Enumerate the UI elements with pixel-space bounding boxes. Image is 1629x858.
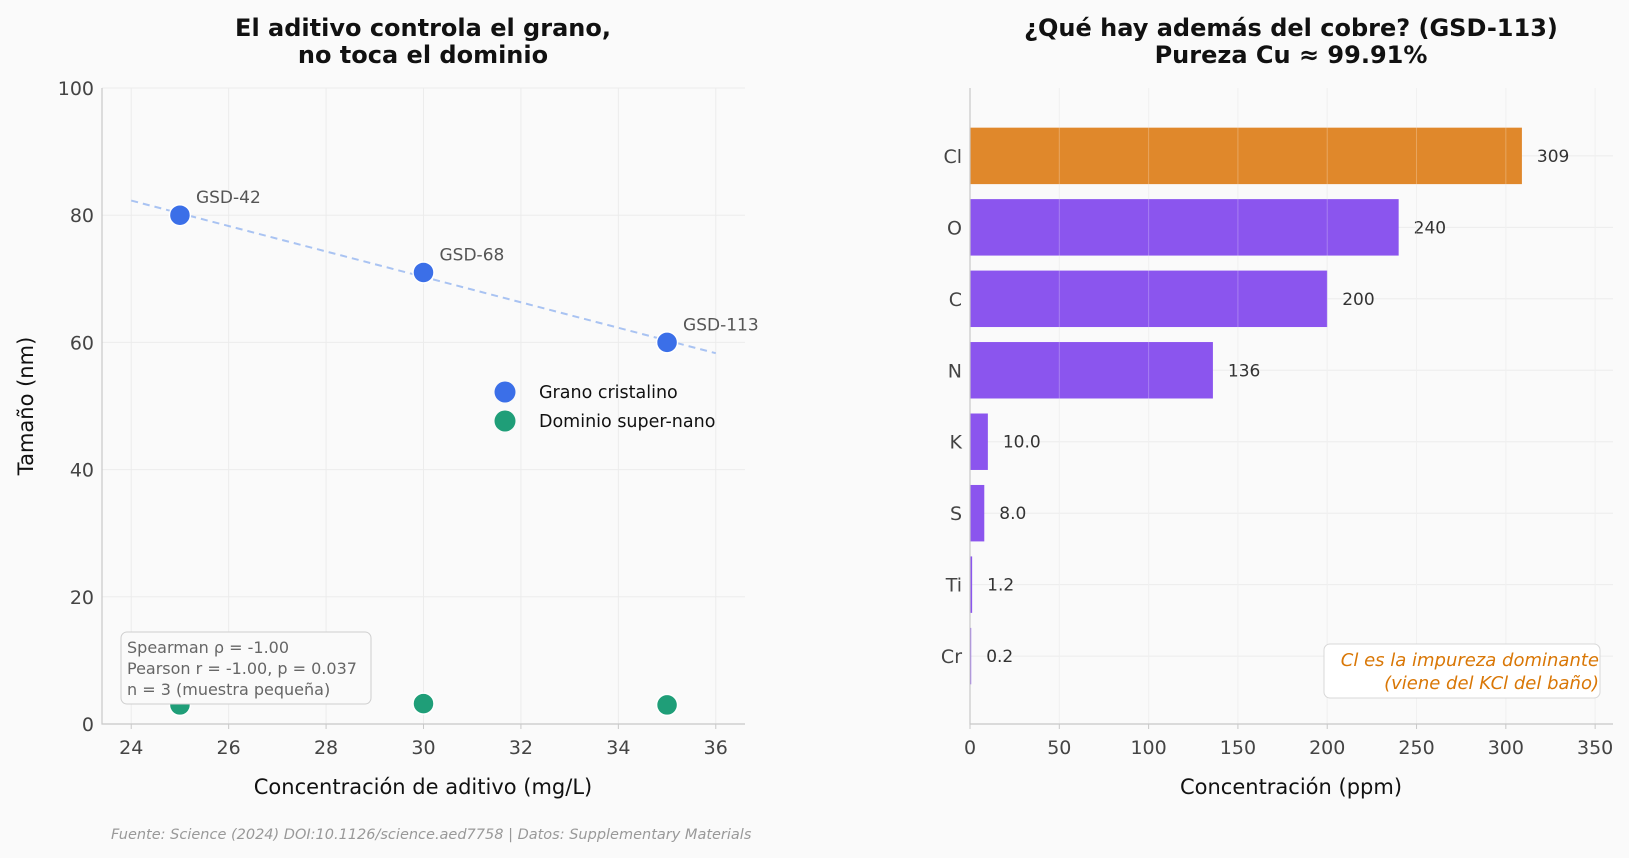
bar-tick-labels: 0 50 100 150 200 250 300 350 Cl O C N K S Ti Cr	[941, 146, 1613, 759]
bar-x-tick-label: 250	[1398, 737, 1434, 759]
bar-ti	[970, 556, 973, 613]
point-label: GSD-68	[440, 245, 505, 265]
scatter-x-tick-label: 30	[411, 737, 435, 759]
scatter-points: GSD-42 GSD-68 GSD-113	[168, 188, 759, 717]
bar-s	[970, 484, 985, 542]
bar-category-label: C	[949, 289, 962, 311]
scatter-tick-labels: 24 26 28 30 32 34 36 0 20 40 60 80 100	[58, 78, 728, 759]
legend-marker-grano	[494, 381, 516, 403]
scatter-y-tick-label: 100	[58, 78, 94, 100]
bar-category-label: Cl	[943, 146, 962, 168]
dominio-point	[655, 693, 679, 717]
scatter-y-axis-label: Tamaño (nm)	[14, 337, 38, 477]
scatter-gridlines	[102, 87, 745, 725]
source-note: Fuente: Science (2024) DOI:10.1126/scien…	[111, 827, 752, 843]
bar-k	[970, 413, 988, 470]
scatter-axes	[101, 88, 745, 725]
scatter-x-tick-label: 32	[509, 737, 533, 759]
bar-value-label: 136	[1228, 361, 1260, 381]
scatter-y-tick-label: 40	[70, 460, 94, 482]
bar-title-line-1: ¿Qué hay además del cobre? (GSD-113)	[1024, 14, 1558, 42]
note-line-1: Cl es la impureza dominante	[1341, 650, 1599, 671]
bar-category-label: K	[950, 432, 963, 454]
bar-value-label: 240	[1414, 218, 1446, 238]
bar-series: 309 240 200 136 10.0 8.0 1.2 0.2	[969, 88, 1596, 724]
bar-value-label: 1.2	[987, 576, 1014, 596]
point-label: GSD-113	[683, 315, 759, 335]
scatter-x-tick-label: 34	[606, 737, 630, 759]
note-box: Cl es la impureza dominante (viene del K…	[1323, 643, 1601, 699]
grano-point	[655, 331, 679, 354]
bar-value-label: 200	[1342, 290, 1374, 310]
stats-line-pearson: Pearson r = -1.00, p = 0.037	[127, 659, 357, 678]
scatter-x-tick-label: 28	[314, 737, 338, 759]
bar-category-label: S	[950, 503, 962, 525]
scatter-x-axis-label: Concentración de aditivo (mg/L)	[254, 775, 592, 799]
bar-axes	[969, 88, 1613, 725]
scatter-y-tick-label: 0	[82, 714, 94, 736]
bar-title-line-2: Pureza Cu ≈ 99.91%	[1155, 41, 1428, 69]
scatter-chart: El aditivo controla el grano, no toca el…	[14, 14, 759, 799]
scatter-title-line-2: no toca el dominio	[298, 41, 548, 69]
scatter-y-tick-label: 80	[70, 205, 94, 227]
legend-marker-dominio	[494, 410, 516, 432]
bar-x-tick-label: 350	[1577, 737, 1613, 759]
bar-x-tick-label: 300	[1488, 737, 1524, 759]
bar-x-tick-label: 0	[964, 737, 976, 759]
stats-box: Spearman ρ = -1.00 Pearson r = -1.00, p …	[120, 631, 372, 705]
bar-o	[970, 199, 1399, 256]
bar-category-label: Cr	[941, 646, 962, 668]
bar-c	[970, 270, 1328, 328]
scatter-y-tick-label: 60	[70, 332, 94, 354]
bar-value-label: 309	[1537, 147, 1569, 167]
scatter-x-tick-label: 36	[704, 737, 728, 759]
legend-label-grano: Grano cristalino	[539, 383, 678, 403]
bar-x-tick-label: 200	[1309, 737, 1345, 759]
scatter-x-tick-label: 26	[217, 737, 241, 759]
grano-point	[412, 261, 435, 284]
bar-x-tick-label: 150	[1220, 737, 1256, 759]
bar-n	[970, 342, 1213, 399]
stats-line-spearman: Spearman ρ = -1.00	[127, 638, 289, 657]
stats-line-n: n = 3 (muestra pequeña)	[127, 680, 330, 699]
bar-category-label: O	[947, 217, 962, 239]
bar-value-label: 0.2	[986, 647, 1013, 667]
bar-category-label: N	[948, 360, 962, 382]
stats-box-frame	[120, 631, 372, 705]
bar-x-tick-label: 100	[1130, 737, 1166, 759]
bar-value-label: 10.0	[1003, 433, 1041, 453]
bar-value-label: 8.0	[999, 504, 1026, 524]
dominio-point	[412, 692, 435, 715]
grano-point	[168, 203, 192, 227]
scatter-x-tick-label: 24	[119, 737, 143, 759]
bar-cl	[970, 127, 1522, 185]
bar-chart: ¿Qué hay además del cobre? (GSD-113) Pur…	[941, 14, 1613, 799]
scatter-y-tick-label: 20	[70, 587, 94, 609]
bar-x-tick-label: 50	[1047, 737, 1071, 759]
legend-label-dominio: Dominio super-nano	[539, 412, 715, 432]
note-box-frame	[1323, 643, 1601, 699]
scatter-title-line-1: El aditivo controla el grano,	[235, 14, 611, 42]
bar-category-label: Ti	[945, 575, 962, 597]
scatter-legend: Grano cristalino Dominio super-nano	[494, 381, 715, 432]
bar-x-axis-label: Concentración (ppm)	[1180, 775, 1402, 799]
point-label: GSD-42	[196, 188, 261, 208]
note-line-2: (viene del KCl del baño)	[1384, 673, 1599, 694]
